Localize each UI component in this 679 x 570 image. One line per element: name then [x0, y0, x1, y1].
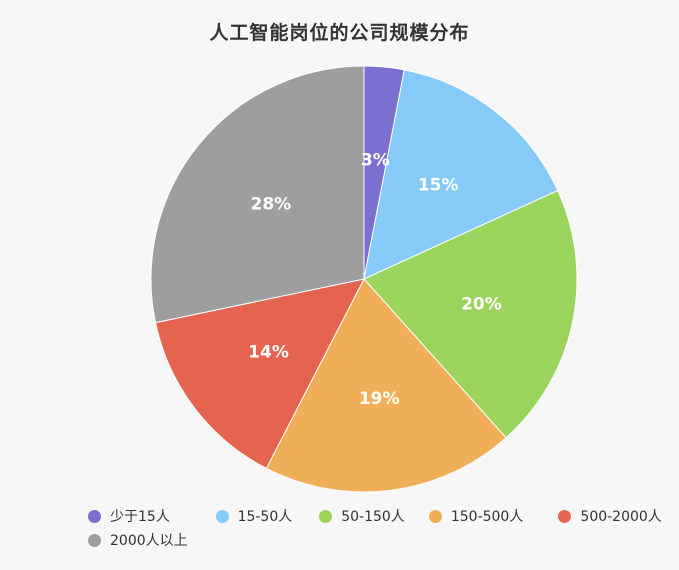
- slice-value-label: 3%: [361, 151, 390, 171]
- legend-swatch: [88, 533, 101, 547]
- legend-label: 150-500人: [450, 509, 524, 525]
- slice-value-label: 14%: [248, 343, 289, 363]
- slice-value-label: 19%: [359, 389, 400, 409]
- legend-swatch: [88, 509, 101, 523]
- slice-value-label: 15%: [418, 176, 459, 196]
- legend-label: 少于15人: [110, 509, 170, 525]
- legend-item[interactable]: 150-500人: [428, 506, 559, 526]
- legend-item[interactable]: 50-150人: [319, 506, 429, 526]
- legend-swatch: [558, 509, 572, 523]
- legend-item[interactable]: 15-50人: [215, 506, 320, 526]
- slice-value-label: 28%: [251, 194, 292, 214]
- pie-slice-6: [150, 65, 365, 324]
- legend-item[interactable]: 少于15人: [88, 506, 216, 526]
- legend-label: 2000人以上: [110, 533, 188, 549]
- legend-swatch: [428, 509, 442, 523]
- legend-swatch: [319, 509, 333, 523]
- pie-slice-5: [154, 278, 365, 469]
- legend-label: 500-2000人: [580, 509, 662, 525]
- legend-swatch: [215, 509, 229, 523]
- pie-slice-3: [363, 189, 578, 439]
- legend: 少于15人 15-50人 50-150人 150-500人 500-2000人 2000…: [88, 505, 678, 553]
- legend-item[interactable]: 500-2000人: [558, 506, 678, 526]
- legend-row: 少于15人 15-50人 50-150人 150-500人 500-2000人: [88, 505, 678, 527]
- pie-slice-4: [265, 278, 507, 493]
- slice-value-label: 20%: [461, 295, 502, 315]
- chart-title: 人工智能岗位的公司规模分布: [209, 22, 470, 44]
- legend-label: 15-50人: [237, 509, 293, 525]
- legend-row: 2000人以上: [88, 529, 678, 551]
- legend-label: 50-150人: [341, 509, 405, 525]
- pie-chart: 3% 15% 20% 19% 14% 28%: [150, 65, 578, 493]
- legend-item[interactable]: 2000人以上: [88, 530, 218, 550]
- pie-slice-2: [363, 69, 559, 280]
